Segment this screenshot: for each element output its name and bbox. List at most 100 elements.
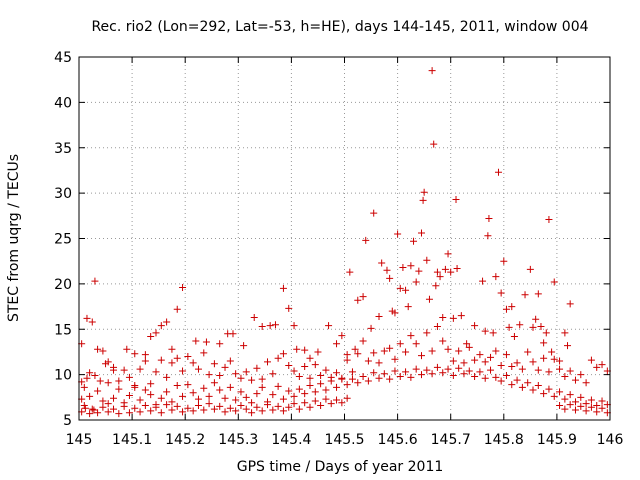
data-point [566,391,574,399]
data-point [248,376,256,384]
data-point [351,345,359,353]
data-point [375,313,383,321]
data-point [168,359,176,367]
data-point [184,404,192,412]
data-point [157,394,165,402]
y-tick-label: 35 [54,141,72,157]
data-point [380,347,388,355]
x-axis-label: GPS time / Days of year 2011 [237,459,444,475]
data-point [492,347,500,355]
data-point [311,361,319,369]
data-point [364,377,372,385]
data-point [556,357,564,365]
data-point [325,322,333,330]
data-point [338,399,346,407]
data-point [179,392,187,400]
data-point [492,373,500,381]
data-point [433,363,441,371]
data-point [508,303,516,311]
data-point [502,305,510,313]
data-point [271,321,279,329]
data-point [200,349,208,357]
data-point [91,277,99,285]
data-point [566,367,574,375]
x-tick-label: 145.2 [165,432,205,448]
data-point [90,406,98,414]
data-point [348,368,356,376]
data-point [402,348,410,356]
data-point [453,264,461,272]
data-point [131,404,139,412]
data-point [295,405,303,413]
data-point [550,355,558,363]
data-point [229,330,237,338]
data-point [471,372,479,380]
data-point [104,408,112,416]
data-point [157,356,165,364]
data-point [306,403,314,411]
data-point [115,385,123,393]
data-point [226,383,234,391]
data-point [419,196,427,204]
data-point [301,399,309,407]
data-point [447,268,455,276]
data-point [317,380,325,388]
data-point [253,403,261,411]
data-point [194,401,202,409]
data-point [285,304,293,312]
y-axis-label: STEC from uqrg / TECUs [6,154,22,322]
data-point [179,284,187,292]
data-point [428,370,436,378]
data-point [306,374,314,382]
data-point [598,397,606,405]
data-point [505,323,513,331]
data-point [598,361,606,369]
data-point [242,393,250,401]
data-point [333,396,341,404]
data-point [290,322,298,330]
data-point [375,374,383,382]
data-point [420,188,428,196]
data-point [274,402,282,410]
data-point [370,349,378,357]
data-point [266,322,274,330]
data-point [295,385,303,393]
y-tick-labels: 5 10 15 20 25 30 35 40 45 [54,50,72,429]
data-point [399,264,407,272]
data-point [457,312,465,320]
data-point [465,367,473,375]
data-point [131,350,139,358]
data-point [529,386,537,394]
data-point [407,373,415,381]
data-point [534,382,542,390]
data-point [338,332,346,340]
data-point [216,386,224,394]
data-point [524,348,532,356]
data-point [346,268,354,276]
data-point [115,410,123,418]
x-tick-label: 145 [66,432,93,448]
data-point [226,357,234,365]
data-point [279,395,287,403]
data-point [428,67,436,75]
data-point [577,393,585,401]
data-point [322,395,330,403]
data-point [582,379,590,387]
data-point [485,215,493,223]
data-point [163,388,171,396]
data-point [141,386,149,394]
data-point [221,363,229,371]
data-point [417,229,425,237]
data-point [168,398,176,406]
y-tick-label: 45 [54,50,72,66]
data-point [370,369,378,377]
data-point [449,372,457,380]
data-point [301,390,309,398]
data-point [157,322,165,330]
data-point [343,356,351,364]
data-point [221,394,229,402]
data-point [425,295,433,303]
data-point [391,367,399,375]
data-point [184,381,192,389]
data-points [78,67,611,418]
